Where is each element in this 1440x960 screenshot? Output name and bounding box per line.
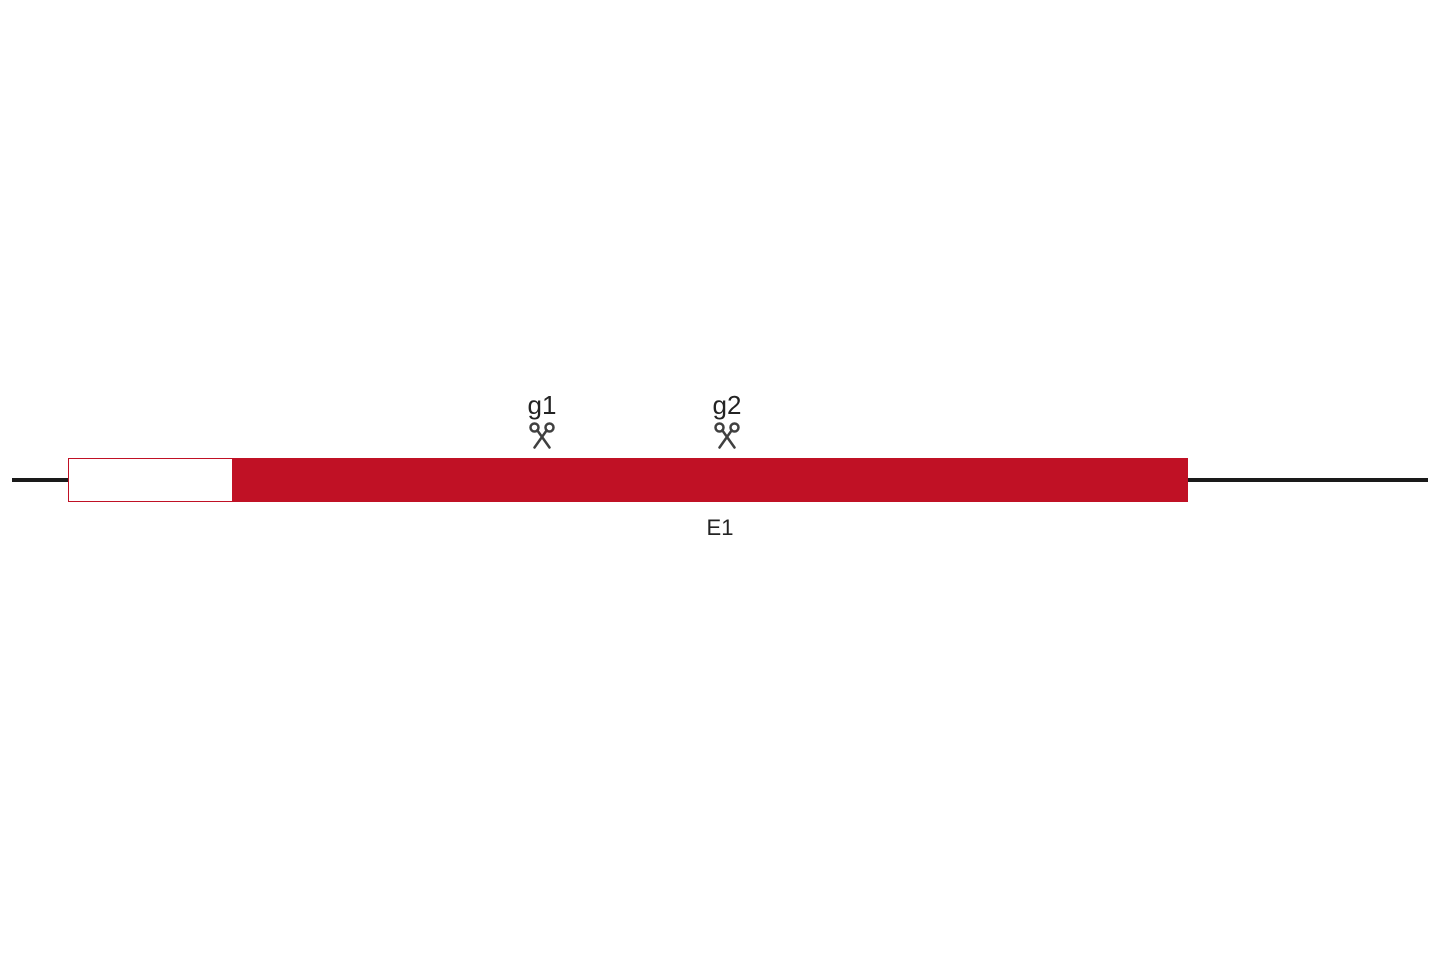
scissor-svg [712, 420, 742, 450]
cut-label-g2: g2 [713, 390, 742, 421]
scissor-icon [712, 420, 742, 450]
scissor-svg [527, 420, 557, 450]
gene-diagram: E1 g1 g2 [0, 0, 1440, 960]
cut-label-g1: g1 [528, 390, 557, 421]
backbone-right [1188, 478, 1428, 482]
exon-cds-box [232, 458, 1188, 502]
scissor-icon [527, 420, 557, 450]
backbone-left [12, 478, 68, 482]
exon-label: E1 [707, 515, 734, 541]
